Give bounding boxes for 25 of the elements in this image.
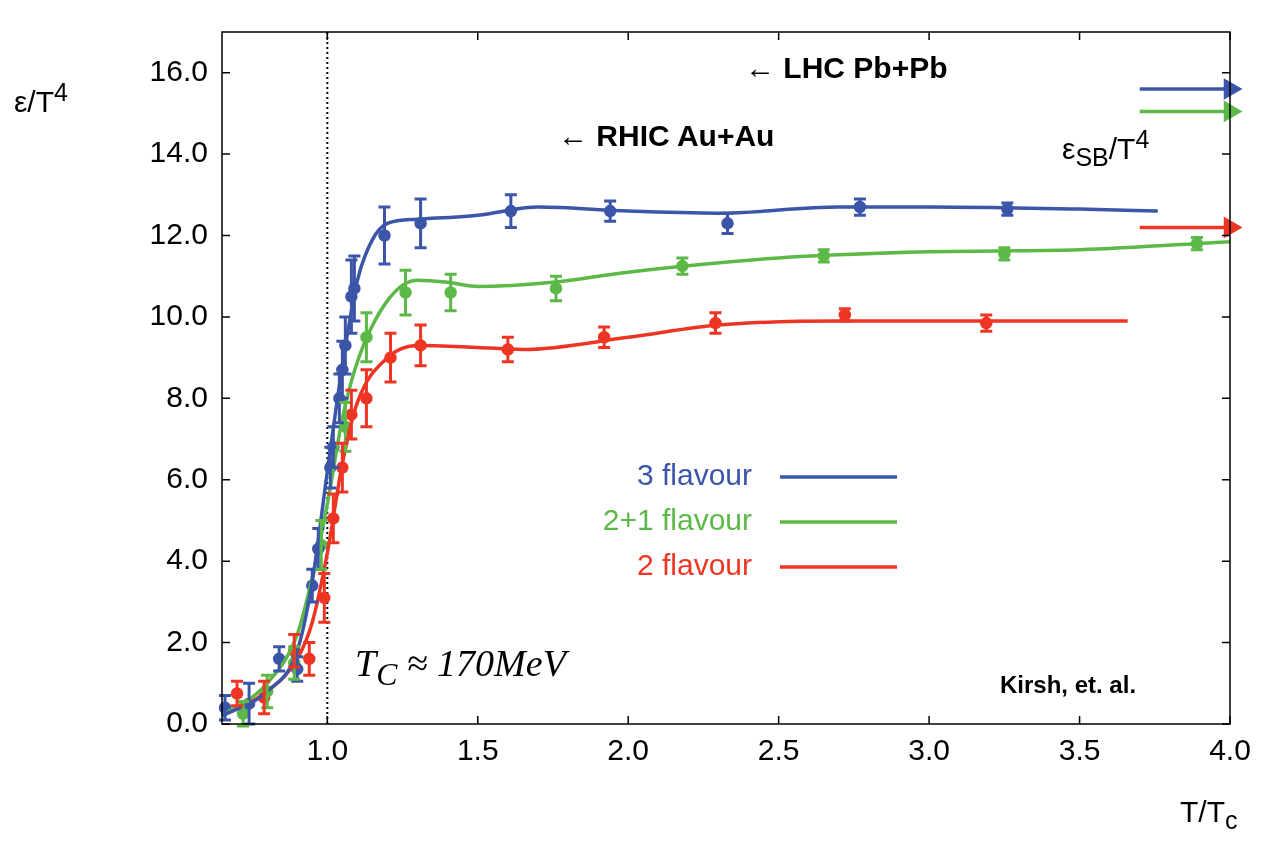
legend-label: 3 flavour — [636, 458, 752, 492]
y-tick-label: 12.0 — [149, 216, 208, 250]
x-tick-label: 1.5 — [456, 733, 499, 767]
x-axis-title: T/T$_{c}$ — [1180, 795, 1238, 835]
y-tick-label: 6.0 — [166, 461, 208, 495]
annotation: Kirsh, et. al. — [1000, 671, 1137, 699]
y-tick-label: 16.0 — [149, 53, 208, 87]
y-axis-title: ε/T$^{4}$ — [14, 78, 68, 119]
y-tick-label: 8.0 — [166, 379, 208, 413]
y-tick-label: 14.0 — [149, 135, 208, 169]
x-tick-label: 3.0 — [908, 733, 950, 767]
y-tick-label: 4.0 — [166, 542, 208, 576]
x-tick-label: 2.5 — [757, 733, 800, 767]
annotation: ← LHC Pb+Pb — [745, 51, 948, 85]
y-tick-label: 0.0 — [166, 705, 208, 739]
legend-label: 2 flavour — [636, 548, 752, 582]
legend-label: 2+1 flavour — [602, 503, 752, 537]
x-tick-label: 1.0 — [306, 733, 349, 767]
y-tick-label: 2.0 — [166, 623, 208, 657]
annotation: ε$_{SB}$/T$^{4}$ — [1062, 124, 1150, 172]
y-tick-label: 10.0 — [149, 298, 208, 332]
x-tick-label: 3.5 — [1058, 733, 1101, 767]
x-tick-label: 4.0 — [1209, 733, 1251, 767]
x-tick-label: 2.0 — [607, 733, 650, 767]
annotation: ← RHIC Au+Au — [558, 119, 775, 153]
